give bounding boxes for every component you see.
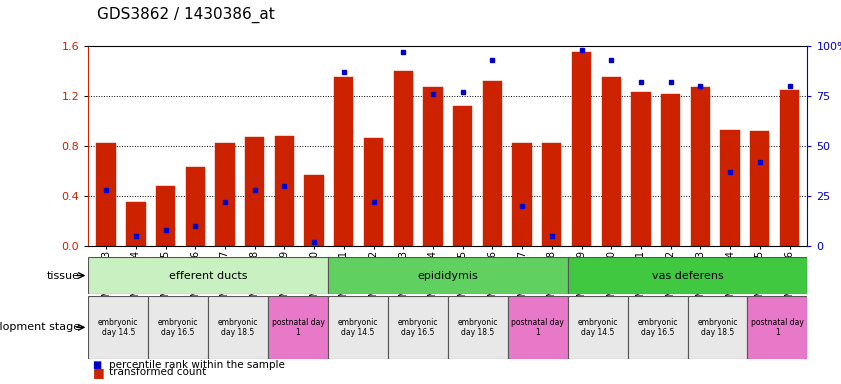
Bar: [601, 77, 621, 246]
Bar: [88, 296, 148, 359]
Bar: [148, 296, 208, 359]
Bar: [508, 296, 568, 359]
Bar: [334, 77, 353, 246]
Text: embryonic
day 14.5: embryonic day 14.5: [98, 318, 139, 337]
Text: ■: ■: [93, 360, 102, 370]
Text: embryonic
day 14.5: embryonic day 14.5: [578, 318, 618, 337]
Bar: [447, 296, 508, 359]
Bar: [568, 296, 627, 359]
Text: embryonic
day 14.5: embryonic day 14.5: [338, 318, 378, 337]
Text: embryonic
day 18.5: embryonic day 18.5: [218, 318, 258, 337]
Bar: [568, 257, 807, 294]
Bar: [328, 296, 388, 359]
Bar: [453, 106, 473, 246]
Bar: [661, 94, 680, 246]
Text: embryonic
day 16.5: embryonic day 16.5: [398, 318, 438, 337]
Bar: [394, 71, 413, 246]
Bar: [328, 257, 568, 294]
Bar: [268, 296, 328, 359]
Text: postnatal day
1: postnatal day 1: [272, 318, 325, 337]
Bar: [687, 296, 748, 359]
Bar: [721, 130, 740, 246]
Bar: [304, 175, 324, 246]
Bar: [215, 143, 235, 246]
Text: embryonic
day 18.5: embryonic day 18.5: [697, 318, 738, 337]
Bar: [750, 131, 770, 246]
Text: efferent ducts: efferent ducts: [169, 270, 247, 281]
Bar: [126, 202, 145, 246]
Text: embryonic
day 16.5: embryonic day 16.5: [637, 318, 678, 337]
Text: development stage: development stage: [0, 322, 80, 333]
Bar: [245, 137, 264, 246]
Text: postnatal day
1: postnatal day 1: [511, 318, 564, 337]
Bar: [542, 143, 562, 246]
Text: embryonic
day 16.5: embryonic day 16.5: [158, 318, 198, 337]
Text: ■: ■: [93, 366, 104, 379]
Bar: [97, 143, 116, 246]
Bar: [627, 296, 687, 359]
Text: tissue: tissue: [47, 270, 80, 281]
Bar: [423, 87, 442, 246]
Text: vas deferens: vas deferens: [652, 270, 723, 281]
Text: percentile rank within the sample: percentile rank within the sample: [109, 360, 285, 370]
Bar: [364, 139, 383, 246]
Bar: [780, 90, 799, 246]
Bar: [572, 52, 591, 246]
Text: epididymis: epididymis: [417, 270, 479, 281]
Bar: [186, 167, 205, 246]
Text: GDS3862 / 1430386_at: GDS3862 / 1430386_at: [97, 7, 274, 23]
Bar: [632, 92, 651, 246]
Text: transformed count: transformed count: [109, 367, 207, 377]
Bar: [88, 257, 328, 294]
Bar: [512, 143, 532, 246]
Bar: [388, 296, 447, 359]
Bar: [156, 186, 175, 246]
Bar: [483, 81, 502, 246]
Text: embryonic
day 18.5: embryonic day 18.5: [458, 318, 498, 337]
Bar: [690, 87, 710, 246]
Text: postnatal day
1: postnatal day 1: [751, 318, 804, 337]
Bar: [748, 296, 807, 359]
Bar: [208, 296, 268, 359]
Bar: [275, 136, 294, 246]
